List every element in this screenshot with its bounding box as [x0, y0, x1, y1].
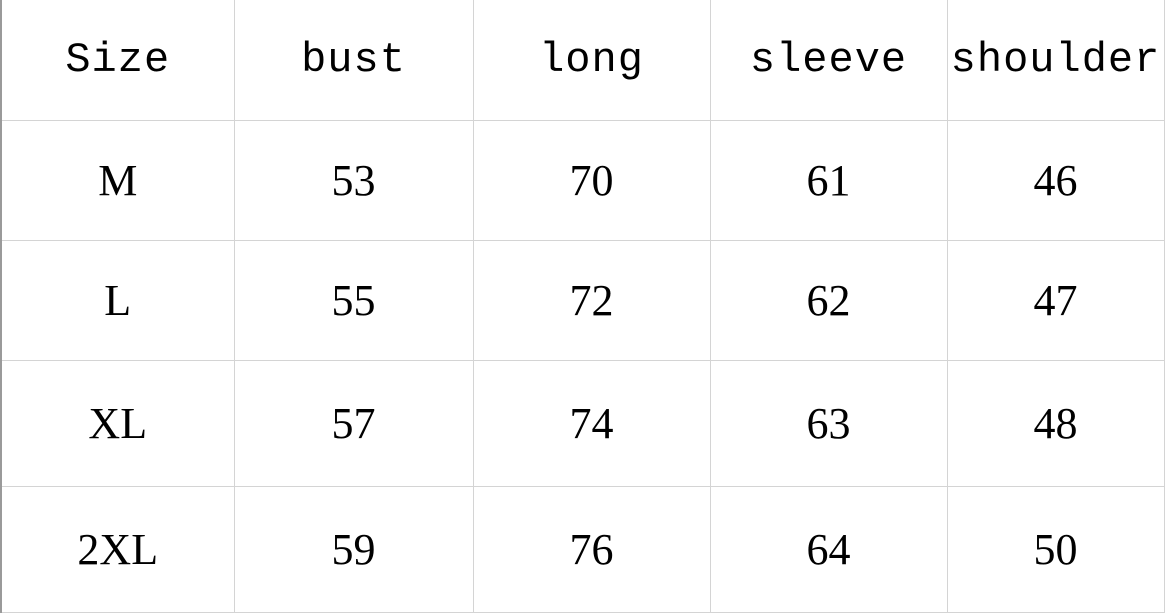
cell-size: 2XL — [0, 486, 235, 613]
header-sleeve: sleeve — [709, 0, 948, 121]
table-row: L 55 72 62 47 — [0, 240, 1165, 361]
cell-long: 70 — [472, 120, 711, 241]
table-row: XL 57 74 63 48 — [0, 360, 1165, 487]
cell-shoulder: 47 — [946, 240, 1165, 361]
cell-long: 74 — [472, 360, 711, 487]
header-size: Size — [0, 0, 235, 121]
cell-shoulder: 50 — [946, 486, 1165, 613]
table-row: 2XL 59 76 64 50 — [0, 486, 1165, 613]
cell-long: 76 — [472, 486, 711, 613]
cell-size: XL — [0, 360, 235, 487]
header-shoulder: shoulder — [946, 0, 1165, 121]
cell-sleeve: 63 — [709, 360, 948, 487]
cell-shoulder: 46 — [946, 120, 1165, 241]
cell-sleeve: 62 — [709, 240, 948, 361]
cell-bust: 53 — [233, 120, 474, 241]
cell-bust: 55 — [233, 240, 474, 361]
cell-shoulder: 48 — [946, 360, 1165, 487]
cell-sleeve: 64 — [709, 486, 948, 613]
cell-sleeve: 61 — [709, 120, 948, 241]
header-row: Size bust long sleeve shoulder — [0, 0, 1165, 121]
header-long: long — [472, 0, 711, 121]
cell-bust: 59 — [233, 486, 474, 613]
cell-size: M — [0, 120, 235, 241]
table-row: M 53 70 61 46 — [0, 120, 1165, 241]
cell-bust: 57 — [233, 360, 474, 487]
header-bust: bust — [233, 0, 474, 121]
cell-long: 72 — [472, 240, 711, 361]
cell-size: L — [0, 240, 235, 361]
